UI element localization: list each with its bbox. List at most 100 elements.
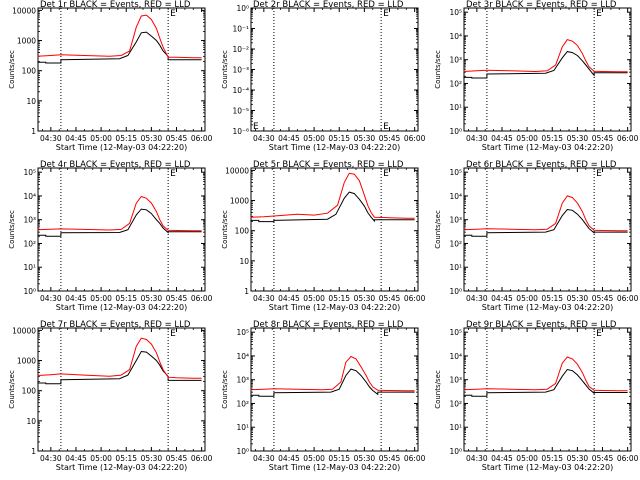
interval-marker-label: E — [383, 122, 389, 132]
x-tick-label: 05:45 — [592, 294, 614, 303]
x-tick-label: 04:30 — [466, 134, 488, 143]
y-tick-label: 10⁴ — [449, 32, 462, 41]
x-tick-label: 05:30 — [141, 134, 163, 143]
y-tick-label: 10⁻⁴ — [232, 86, 249, 95]
y-axis-label: Counts/sec — [221, 210, 229, 249]
x-tick-label: 04:30 — [253, 294, 275, 303]
y-axis-label: Counts/sec — [434, 370, 442, 409]
y-tick-label: 100 — [235, 227, 250, 236]
series-events-line — [250, 368, 415, 397]
interval-marker-label: E — [383, 9, 389, 19]
x-tick-label: 05:45 — [166, 294, 188, 303]
x-tick-label: 04:45 — [65, 134, 87, 143]
panel-title: Det 7r BLACK = Events, RED = LLD — [40, 320, 191, 330]
x-tick-label: 05:45 — [379, 134, 401, 143]
x-tick-label: 05:30 — [141, 294, 163, 303]
y-tick-label: 10³ — [449, 376, 462, 385]
series-lld-line — [37, 195, 202, 232]
y-tick-label: 10 — [26, 417, 36, 426]
y-tick-label: 10¹ — [449, 103, 462, 112]
y-tick-label: 1 — [244, 287, 249, 296]
y-tick-label: 10² — [23, 239, 36, 248]
y-tick-label: 10² — [236, 399, 249, 408]
x-tick-label: 04:30 — [40, 134, 62, 143]
series-lld-line — [463, 195, 628, 232]
plot-frame — [463, 7, 632, 132]
detector-panel-6: Det 6r BLACK = Events, RED = LLD 10⁰ 10¹ 10… — [434, 160, 639, 312]
x-tick-label: 05:30 — [354, 454, 376, 463]
x-tick-label: 04:30 — [253, 454, 275, 463]
x-tick-label: 05:00 — [90, 454, 112, 463]
y-tick-label: 10⁵ — [449, 168, 462, 177]
x-tick-label: 04:30 — [40, 454, 62, 463]
interval-marker-label: E — [596, 9, 602, 19]
x-tick-label: 05:45 — [592, 134, 614, 143]
y-tick-label: 10¹ — [236, 423, 249, 432]
y-tick-label: 10⁴ — [236, 352, 249, 361]
x-axis-label: Start Time (12-May-03 04:22:20) — [269, 303, 400, 312]
x-axis-label: Start Time (12-May-03 04:22:20) — [269, 463, 400, 472]
y-tick-label: 10³ — [449, 56, 462, 65]
y-tick-label: 10³ — [236, 376, 249, 385]
x-tick-label: 04:45 — [491, 134, 513, 143]
panel-title: Det 4r BLACK = Events, RED = LLD — [40, 160, 191, 170]
x-tick-label: 06:00 — [191, 294, 213, 303]
plot-frame — [37, 327, 206, 452]
y-tick-label: 10⁰ — [449, 287, 462, 296]
x-tick-label: 05:00 — [303, 134, 325, 143]
x-tick-label: 05:00 — [516, 294, 538, 303]
series-events-line — [463, 51, 628, 79]
plot-frame — [250, 327, 419, 452]
x-tick-label: 05:45 — [379, 454, 401, 463]
y-tick-label: 10000 — [12, 326, 36, 335]
x-axis-label: Start Time (12-May-03 04:22:20) — [269, 143, 400, 152]
y-tick-label: 10 — [239, 257, 249, 266]
y-tick-label: 10² — [449, 79, 462, 88]
y-tick-label: 10¹ — [449, 263, 462, 272]
series-events-line — [463, 368, 628, 397]
interval-marker-label: E — [253, 122, 259, 132]
interval-marker-label: E — [170, 169, 176, 179]
x-tick-label: 05:45 — [379, 294, 401, 303]
detector-panel-5: Det 5r BLACK = Events, RED = LLD 1 10 100 10… — [221, 160, 426, 312]
x-tick-label: 06:00 — [191, 454, 213, 463]
x-tick-label: 05:15 — [328, 454, 350, 463]
series-events-line — [37, 208, 202, 237]
y-axis-label: Counts/sec — [221, 370, 229, 409]
y-tick-label: 10¹ — [449, 423, 462, 432]
series-lld-line — [250, 355, 415, 392]
plot-frame — [250, 7, 419, 132]
panel-title: Det 2r BLACK = Events, RED = LLD — [253, 0, 404, 10]
x-tick-label: 05:15 — [541, 294, 563, 303]
y-axis-label: Counts/sec — [434, 210, 442, 249]
series-lld-line — [463, 39, 628, 73]
series-events-line — [463, 208, 628, 237]
x-tick-label: 05:30 — [354, 294, 376, 303]
y-tick-label: 10² — [449, 399, 462, 408]
panel-title: Det 1r BLACK = Events, RED = LLD — [40, 0, 191, 10]
x-axis-label: Start Time (12-May-03 04:22:20) — [56, 463, 187, 472]
y-tick-label: 10⁰ — [449, 127, 462, 136]
x-tick-label: 05:00 — [516, 454, 538, 463]
series-lld-line — [37, 14, 202, 59]
x-tick-label: 05:15 — [328, 294, 350, 303]
x-axis-label: Start Time (12-May-03 04:22:20) — [56, 303, 187, 312]
x-tick-label: 04:45 — [491, 454, 513, 463]
y-tick-label: 10⁵ — [449, 8, 462, 17]
x-tick-label: 05:45 — [166, 454, 188, 463]
y-tick-label: 10⁰ — [23, 287, 36, 296]
y-tick-label: 10⁴ — [449, 352, 462, 361]
y-tick-label: 10⁴ — [449, 192, 462, 201]
y-tick-label: 10⁰ — [449, 447, 462, 456]
y-tick-label: 1 — [31, 127, 36, 136]
x-tick-label: 05:30 — [354, 134, 376, 143]
interval-marker-label: E — [383, 169, 389, 179]
x-tick-label: 04:45 — [65, 294, 87, 303]
y-tick-label: 10³ — [449, 216, 462, 225]
x-tick-label: 04:45 — [278, 294, 300, 303]
x-tick-label: 04:45 — [278, 134, 300, 143]
x-tick-label: 05:00 — [303, 454, 325, 463]
x-tick-label: 06:00 — [404, 294, 426, 303]
y-axis-label: Counts/sec — [221, 50, 229, 89]
